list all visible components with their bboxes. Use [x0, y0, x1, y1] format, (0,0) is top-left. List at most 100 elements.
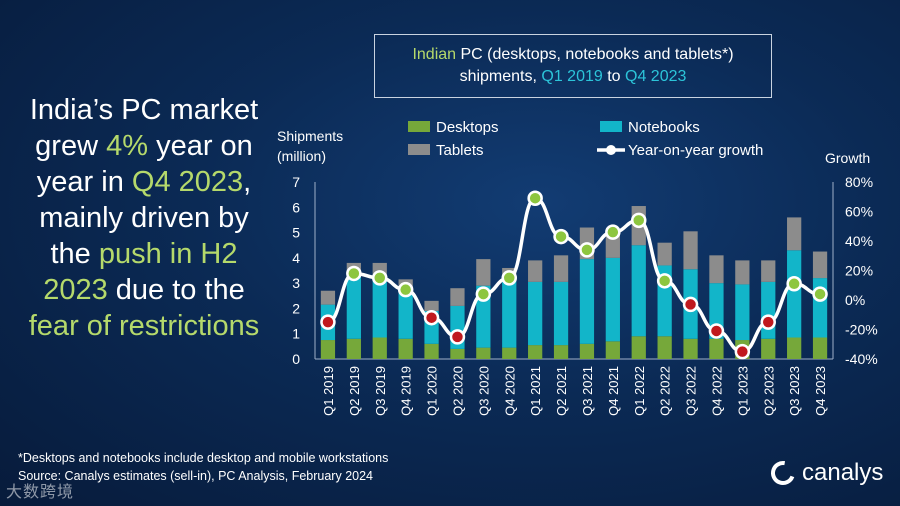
bar-notebooks [398, 290, 413, 339]
bar-tablets [683, 231, 698, 270]
legend-swatch-desktops [408, 121, 430, 132]
headline-line-2: grew 4% year on [35, 130, 253, 162]
growth-point [812, 286, 828, 302]
bar-notebooks [761, 281, 776, 339]
y-tick-label: 5 [292, 225, 300, 241]
x-tick-label: Q1 2023 [735, 366, 750, 416]
y-tick-label: 0 [292, 351, 300, 367]
bar-desktops [346, 338, 361, 359]
bar-notebooks [735, 284, 750, 341]
legend-label-tablets: Tablets [436, 142, 484, 159]
x-tick-label: Q2 2023 [761, 366, 776, 416]
y-axis-title-line-2: (million) [277, 148, 326, 164]
bar-notebooks [631, 245, 646, 337]
bar-desktops [450, 348, 465, 359]
growth-point [605, 224, 621, 240]
bar-desktops [812, 337, 828, 359]
bar-desktops [398, 338, 413, 359]
x-tick-label: Q4 2020 [502, 366, 517, 416]
y2-tick-label: -20% [845, 322, 878, 338]
bar-desktops [579, 343, 595, 359]
y-tick-label: 1 [292, 326, 300, 342]
bar-notebooks [372, 276, 387, 338]
headline-line-6: 2023 due to the [43, 274, 245, 306]
legend-swatch-notebooks [600, 121, 622, 132]
y-tick-label: 2 [292, 300, 300, 316]
chart-title-line-2: shipments, Q1 2019 to Q4 2023 [459, 68, 687, 85]
x-tick-label: Q2 2019 [347, 366, 362, 416]
footnote-source: Source: Canalys estimates (sell-in), PC … [18, 469, 374, 483]
bar-notebooks [605, 257, 620, 342]
bar-tablets [657, 242, 672, 266]
x-tick-label: Q4 2022 [709, 366, 724, 416]
bar-desktops [320, 340, 336, 359]
x-tick-label: Q3 2019 [373, 366, 388, 416]
bar-desktops [476, 347, 491, 359]
headline-line-1: India’s PC market [29, 94, 259, 126]
bar-tablets [553, 255, 569, 282]
canalys-logo: canalys [770, 459, 883, 487]
legend-swatch-tablets [408, 144, 430, 155]
bar-desktops [553, 345, 569, 359]
bar-desktops [683, 338, 698, 359]
chart-title-box: Indian PC (desktops, notebooks and table… [374, 34, 772, 98]
growth-point [501, 270, 517, 286]
canalys-logo-text: canalys [802, 459, 884, 486]
bar-desktops [605, 341, 620, 359]
bar-notebooks [528, 281, 543, 346]
growth-point [320, 314, 336, 330]
y-tick-label: 4 [292, 250, 300, 266]
bar-desktops [372, 337, 387, 359]
bar-tablets [450, 288, 465, 306]
bar-notebooks [476, 285, 491, 348]
bar-desktops [502, 347, 517, 359]
growth-point [397, 281, 414, 298]
bar-tablets [476, 259, 491, 286]
y-tick-label: 3 [292, 275, 300, 291]
bar-tablets [424, 300, 439, 311]
growth-point [449, 329, 466, 345]
canalys-logo-icon [771, 461, 795, 485]
growth-point [682, 296, 699, 313]
bar-notebooks [787, 250, 802, 338]
footnote: *Desktops and notebooks include desktop … [18, 449, 388, 485]
bar-desktops [528, 345, 543, 359]
chart: Desktops Notebooks Tablets Year-on-year gro… [277, 119, 878, 416]
x-tick-label: Q3 2022 [684, 366, 699, 416]
growth-point [734, 343, 751, 360]
x-tick-label: Q1 2021 [528, 366, 543, 416]
x-tick-label: Q1 2020 [425, 366, 440, 416]
x-tick-label: Q3 2020 [476, 366, 491, 416]
x-tick-label: Q4 2023 [813, 366, 828, 416]
y-axis-title-line-1: Shipments [277, 128, 343, 144]
growth-point [579, 242, 595, 258]
y2-tick-label: -40% [845, 351, 878, 367]
bar-tablets [787, 217, 802, 251]
growth-line-group [320, 190, 828, 360]
y2-axis-title: Growth [825, 150, 870, 166]
growth-point [760, 314, 776, 330]
bar-desktops [424, 343, 439, 359]
bar-tablets [528, 260, 543, 282]
legend-label-desktops: Desktops [436, 119, 499, 136]
footnote-line-1: *Desktops and notebooks include desktop … [18, 451, 389, 465]
bar-desktops [631, 336, 646, 359]
growth-point [786, 276, 802, 292]
bar-notebooks [579, 259, 595, 344]
bar-notebooks [553, 281, 569, 346]
headline-line-4: mainly driven by [39, 202, 249, 234]
growth-point [631, 212, 647, 229]
x-tick-label: Q4 2019 [399, 366, 414, 416]
bar-desktops [709, 338, 724, 359]
growth-point [346, 265, 362, 282]
y-tick-label: 7 [292, 174, 300, 190]
bar-tablets [735, 260, 750, 285]
bar-desktops [787, 337, 802, 359]
growth-point [527, 190, 543, 206]
y-tick-label: 6 [292, 199, 300, 215]
x-tick-label: Q2 2021 [554, 366, 569, 416]
growth-point [423, 309, 440, 326]
legend: Desktops Notebooks Tablets Year-on-year gro… [408, 119, 763, 159]
bar-tablets [709, 255, 724, 284]
legend-label-notebooks: Notebooks [628, 119, 700, 136]
